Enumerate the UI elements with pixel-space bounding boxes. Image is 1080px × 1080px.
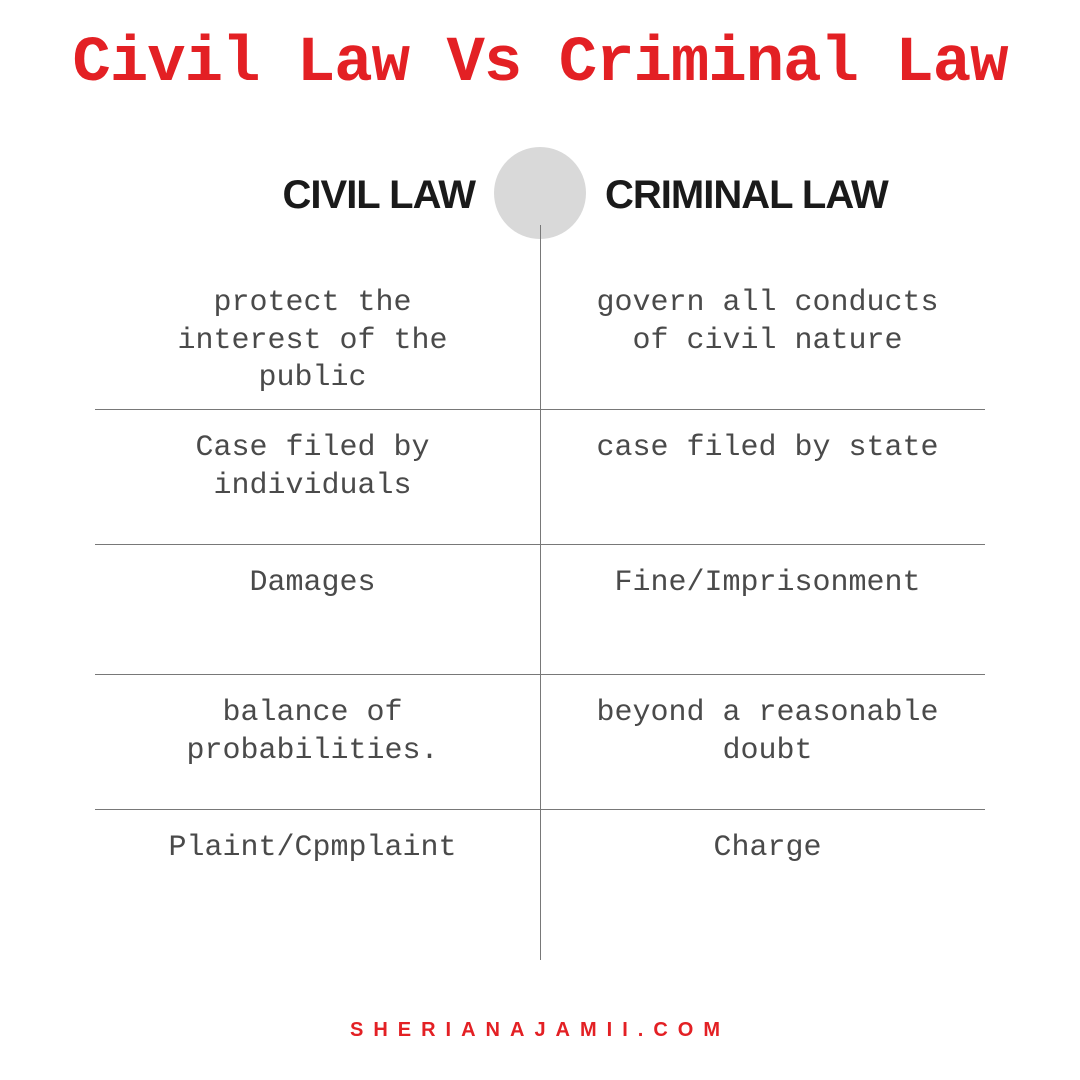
cell-right: beyond a reasonable doubt — [540, 675, 985, 809]
cell-left: Plaint/Cpmplaint — [95, 810, 540, 960]
cell-left: balance of probabilities. — [95, 675, 540, 809]
vertical-divider — [540, 225, 541, 960]
page-title: Civil Law Vs Criminal Law — [0, 28, 1080, 100]
cell-left: protect the interest of the public — [95, 265, 540, 409]
cell-right: case filed by state — [540, 410, 985, 544]
table-body: protect the interest of the public gover… — [95, 265, 985, 960]
header-left: CIVIL LAW — [95, 155, 540, 245]
cell-right: Fine/Imprisonment — [540, 545, 985, 674]
cell-left: Damages — [95, 545, 540, 674]
cell-right: Charge — [540, 810, 985, 960]
header-right: CRIMINAL LAW — [540, 155, 985, 245]
cell-left: Case filed by individuals — [95, 410, 540, 544]
comparison-table: CIVIL LAW CRIMINAL LAW protect the inter… — [95, 155, 985, 960]
footer-url: SHERIANAJAMII.COM — [0, 1019, 1080, 1042]
cell-right: govern all conducts of civil nature — [540, 265, 985, 409]
